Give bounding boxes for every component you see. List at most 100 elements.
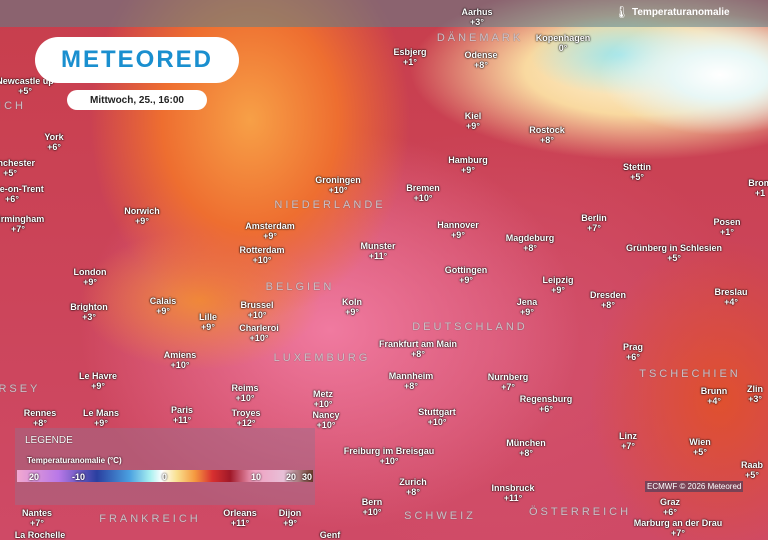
city-marker[interactable]: Breslau +4°: [714, 287, 747, 307]
city-marker[interactable]: Rennes +8°: [24, 408, 57, 428]
city-marker[interactable]: Nantes +7°: [22, 508, 52, 528]
city-marker[interactable]: München +8°: [506, 438, 546, 458]
city-marker[interactable]: Manchester+5°: [0, 158, 35, 178]
country-label: ÖSTERREICH: [528, 506, 632, 518]
city-temperature-anomaly: +5°: [18, 86, 32, 96]
city-temperature-anomaly: +6°: [663, 507, 677, 517]
city-marker[interactable]: Mannheim +8°: [389, 371, 434, 391]
city-name: Birmingham: [0, 214, 45, 224]
city-marker[interactable]: Linz +7°: [619, 431, 637, 451]
city-marker[interactable]: Amiens +10°: [164, 350, 197, 370]
top-bar: [0, 0, 768, 27]
city-temperature-anomaly: +9°: [156, 306, 170, 316]
city-marker[interactable]: Odense +8°: [464, 50, 497, 70]
city-marker[interactable]: Marburg an der Drau +7°: [634, 518, 723, 538]
city-marker[interactable]: Graz +6°: [660, 497, 680, 517]
city-name: Mannheim: [388, 371, 434, 381]
city-marker[interactable]: Rotterdam +10°: [239, 245, 284, 265]
city-marker[interactable]: Le Havre +9°: [79, 371, 117, 391]
city-temperature-anomaly: +9°: [451, 230, 465, 240]
city-marker[interactable]: Stuttgart +10°: [418, 407, 456, 427]
city-marker[interactable]: Amsterdam +9°: [245, 221, 295, 241]
city-name: Brighton: [70, 302, 108, 312]
city-marker[interactable]: Regensburg +6°: [520, 394, 573, 414]
city-name: Troyes: [231, 408, 261, 418]
city-marker[interactable]: Munster +11°: [360, 241, 395, 261]
city-temperature-anomaly: +1°: [720, 227, 734, 237]
city-temperature-anomaly: +9°: [135, 216, 149, 226]
thermometer-icon: 🌡: [614, 5, 630, 19]
city-marker[interactable]: Posen +1°: [713, 217, 740, 237]
city-marker[interactable]: Raab +5°: [741, 460, 763, 480]
city-marker[interactable]: Paris +11°: [171, 405, 193, 425]
city-temperature-anomaly: +10°: [235, 393, 255, 403]
city-marker[interactable]: Stoke-on-Trent+6°: [0, 184, 44, 204]
city-marker[interactable]: Bremen +10°: [406, 183, 440, 203]
city-temperature-anomaly: +6°: [47, 142, 61, 152]
city-temperature-anomaly: +7°: [621, 441, 635, 451]
city-temperature-anomaly: +5°: [745, 470, 759, 480]
city-marker[interactable]: Magdeburg +8°: [506, 233, 555, 253]
city-marker[interactable]: Kopenhagen 0°: [536, 33, 591, 53]
city-marker[interactable]: Kiel +9°: [465, 111, 482, 131]
city-marker[interactable]: Prag +6°: [623, 342, 643, 362]
city-marker[interactable]: Newcastle up +5°: [0, 76, 54, 96]
city-marker[interactable]: Koln +9°: [342, 297, 362, 317]
city-marker[interactable]: Genf: [320, 530, 341, 540]
city-marker[interactable]: Zurich +8°: [399, 477, 427, 497]
city-marker[interactable]: Freiburg im Breisgau +10°: [344, 446, 435, 466]
city-marker[interactable]: Brighton +3°: [70, 302, 108, 322]
city-marker[interactable]: Hamburg +9°: [448, 155, 488, 175]
city-marker[interactable]: Leipzig +9°: [543, 275, 574, 295]
city-temperature-anomaly: +4°: [724, 297, 738, 307]
color-scale-bar: [17, 470, 313, 482]
city-marker[interactable]: Aarhus +3°: [461, 7, 492, 27]
city-marker[interactable]: Gottingen +9°: [445, 265, 488, 285]
city-temperature-anomaly: +9°: [94, 418, 108, 428]
city-marker[interactable]: York +6°: [44, 132, 63, 152]
city-name: Calais: [149, 296, 177, 306]
city-marker[interactable]: Le Mans +9°: [83, 408, 119, 428]
city-temperature-anomaly: +3°: [470, 17, 484, 27]
city-marker[interactable]: Birmingham+7°: [0, 214, 44, 234]
city-marker[interactable]: Charleroi +10°: [239, 323, 279, 343]
city-marker[interactable]: Berlin +7°: [581, 213, 607, 233]
city-marker[interactable]: London +9°: [74, 267, 107, 287]
city-marker[interactable]: Grünberg in Schlesien +5°: [626, 243, 722, 263]
city-marker[interactable]: Jena +9°: [517, 297, 538, 317]
city-marker[interactable]: Norwich +9°: [124, 206, 160, 226]
country-label: TSCHECHIEN: [639, 368, 741, 380]
city-temperature-anomaly: +6°: [539, 404, 553, 414]
city-marker[interactable]: Groningen +10°: [315, 175, 361, 195]
city-marker[interactable]: Dijon +9°: [279, 508, 302, 528]
city-marker[interactable]: Brussel +10°: [240, 300, 273, 320]
city-marker[interactable]: La Rochelle: [15, 530, 66, 540]
city-marker[interactable]: Wien +5°: [689, 437, 710, 457]
city-marker[interactable]: Stettin +5°: [623, 162, 651, 182]
city-marker[interactable]: Lille +9°: [199, 312, 217, 332]
city-temperature-anomaly: +8°: [519, 448, 533, 458]
city-marker[interactable]: Rostock +8°: [529, 125, 565, 145]
city-marker[interactable]: Hannover +9°: [437, 220, 479, 240]
city-marker[interactable]: Zlin +3°: [747, 384, 763, 404]
city-marker[interactable]: Reims +10°: [231, 383, 258, 403]
city-marker[interactable]: Metz +10°: [313, 389, 333, 409]
city-marker[interactable]: Nancy +10°: [312, 410, 339, 430]
city-marker[interactable]: Brunn +4°: [701, 386, 728, 406]
city-temperature-anomaly: +9°: [466, 121, 480, 131]
city-temperature-anomaly: +10°: [249, 333, 269, 343]
city-marker[interactable]: Orleans +11°: [223, 508, 257, 528]
city-marker[interactable]: Dresden +8°: [590, 290, 626, 310]
city-marker[interactable]: Bern +10°: [362, 497, 383, 517]
city-marker[interactable]: Brom +1: [748, 178, 768, 198]
city-marker[interactable]: Troyes +12°: [231, 408, 260, 428]
city-name: Kiel: [464, 111, 482, 121]
city-marker[interactable]: Innsbruck +11°: [491, 483, 534, 503]
city-marker[interactable]: Nurnberg +7°: [488, 372, 529, 392]
city-marker[interactable]: Esbjerg +1°: [393, 47, 426, 67]
city-name: Charleroi: [239, 323, 279, 333]
country-label: FRANKREICH: [99, 513, 201, 525]
city-marker[interactable]: Calais +9°: [150, 296, 177, 316]
city-marker[interactable]: Frankfurt am Main +8°: [379, 339, 457, 359]
city-name: Raab: [740, 460, 764, 470]
